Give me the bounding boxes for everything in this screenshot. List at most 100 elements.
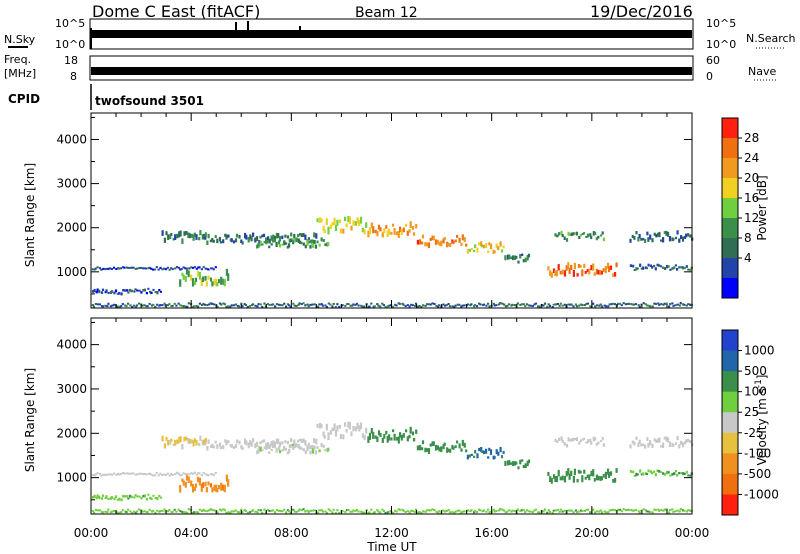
power-cell-0 <box>263 302 266 305</box>
power-cell-0 <box>259 303 262 306</box>
power-cell-4 <box>193 232 196 237</box>
power-cell-0 <box>320 303 323 306</box>
velocity-cell-0 <box>431 508 434 511</box>
power-cell-1 <box>109 267 112 270</box>
velocity-cell-15 <box>662 472 665 475</box>
date-title: 19/Dec/2016 <box>590 2 693 21</box>
power-cell-9 <box>458 237 461 243</box>
velocity-cell-13 <box>567 437 570 442</box>
velocity-cell-0 <box>277 509 281 512</box>
power-cell-0 <box>177 302 180 305</box>
velocity-cell-0 <box>116 511 119 514</box>
power-cell-4 <box>199 230 202 236</box>
velocity-cell-1 <box>131 472 134 475</box>
power-cell-1 <box>166 266 169 269</box>
power-cell-6 <box>257 242 260 248</box>
velocity-cell-4 <box>204 437 207 443</box>
velocity-cell-5 <box>265 443 268 448</box>
power-cell-0 <box>676 303 679 306</box>
power-cell-13 <box>561 234 564 238</box>
power-cell-3 <box>204 275 207 281</box>
velocity-cell-0 <box>454 510 457 513</box>
power-cell-0 <box>341 304 344 307</box>
power-cell-5 <box>247 236 250 243</box>
power-cell-0 <box>493 304 496 307</box>
velocity-cell-6 <box>257 448 260 454</box>
velocity-cell-10 <box>478 447 481 452</box>
power-cell-5 <box>245 234 248 240</box>
velocity-colorbar-tick-label: -25 <box>744 426 764 440</box>
velocity-cell-13 <box>574 438 577 440</box>
velocity-cell-0 <box>241 511 244 514</box>
power-cell-0 <box>357 304 360 307</box>
velocity-cell-0 <box>638 511 641 514</box>
power-cell-8 <box>402 227 405 233</box>
power-cell-7 <box>327 226 330 235</box>
velocity-cell-0 <box>395 510 398 513</box>
power-cell-2 <box>98 289 101 294</box>
velocity-cell-13 <box>586 439 590 444</box>
velocity-cell-9 <box>424 447 427 453</box>
power-cell-5 <box>209 239 212 243</box>
velocity-cell-5 <box>281 441 284 445</box>
power-cell-8 <box>415 224 418 229</box>
power-cell-0 <box>607 305 610 308</box>
power-cell-5 <box>297 234 300 237</box>
velocity-cell-0 <box>381 508 384 511</box>
power-cell-0 <box>669 303 672 306</box>
power-cell-6 <box>306 240 309 246</box>
power-cell-2 <box>101 288 105 291</box>
power-cell-6 <box>256 244 259 249</box>
velocity-cell-2 <box>122 494 125 498</box>
velocity-cell-9 <box>465 449 468 453</box>
power-cell-0 <box>674 304 677 307</box>
velocity-cell-0 <box>135 510 138 513</box>
velocity-cell-0 <box>662 509 665 512</box>
velocity-colorbar-segment <box>722 391 738 413</box>
velocity-cell-2 <box>113 497 116 501</box>
power-cell-0 <box>511 303 514 306</box>
velocity-cell-13 <box>601 437 604 441</box>
velocity-cell-6 <box>316 446 319 449</box>
power-cell-13 <box>563 236 566 240</box>
velocity-cell-13 <box>582 437 586 440</box>
power-ytick-label: 2000 <box>56 221 87 235</box>
power-cell-13 <box>590 235 593 240</box>
power-cell-3 <box>200 278 203 286</box>
power-cell-1 <box>200 268 203 271</box>
power-cell-0 <box>373 305 376 308</box>
velocity-cell-12 <box>604 471 607 479</box>
power-cell-9 <box>442 238 445 244</box>
velocity-cell-0 <box>563 509 566 512</box>
power-cell-0 <box>608 303 611 306</box>
velocity-cell-0 <box>109 511 112 514</box>
velocity-cell-0 <box>233 510 236 513</box>
velocity-cell-14 <box>629 444 632 449</box>
velocity-cell-5 <box>270 441 273 447</box>
power-cell-0 <box>574 303 577 306</box>
power-cell-0 <box>538 305 541 308</box>
velocity-cell-0 <box>461 510 464 513</box>
velocity-cell-8 <box>390 437 393 441</box>
power-cell-0 <box>406 304 409 307</box>
nsearch-tick-top: 10^5 <box>706 17 736 30</box>
power-cell-0 <box>570 303 573 306</box>
power-cell-4 <box>192 234 195 241</box>
power-cell-1 <box>112 266 116 269</box>
velocity-cell-0 <box>451 511 454 514</box>
velocity-cell-0 <box>435 510 438 513</box>
velocity-cell-3 <box>204 481 207 487</box>
velocity-cell-14 <box>663 436 666 440</box>
velocity-cell-5 <box>311 445 314 450</box>
power-cell-12 <box>570 264 573 271</box>
velocity-cell-6 <box>268 451 271 454</box>
power-cell-2 <box>156 291 159 295</box>
power-cell-5 <box>234 238 238 243</box>
velocity-cell-6 <box>286 451 289 455</box>
power-cell-0 <box>454 304 457 307</box>
velocity-cell-0 <box>542 510 545 513</box>
velocity-cell-5 <box>230 443 233 448</box>
power-cell-15 <box>674 264 677 267</box>
velocity-cell-2 <box>138 495 141 498</box>
